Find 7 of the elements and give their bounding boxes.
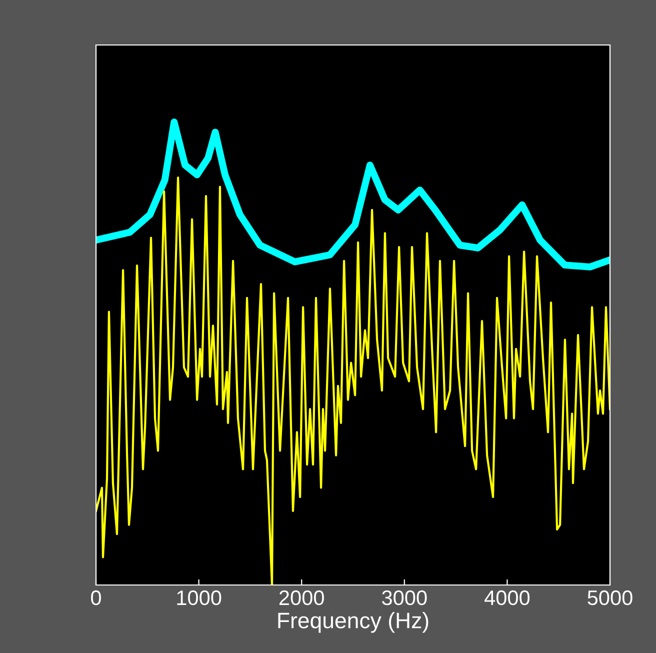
x-tick-label: 2000: [279, 590, 324, 606]
x-tick-label: 0: [91, 590, 101, 606]
x-tick-label: 3000: [382, 590, 427, 606]
x-tick-label: 5000: [588, 590, 632, 606]
x-tick-label: 1000: [177, 590, 222, 606]
x-tick-label: 4000: [484, 590, 530, 606]
x-axis-title: Frequency (Hz): [278, 612, 428, 633]
